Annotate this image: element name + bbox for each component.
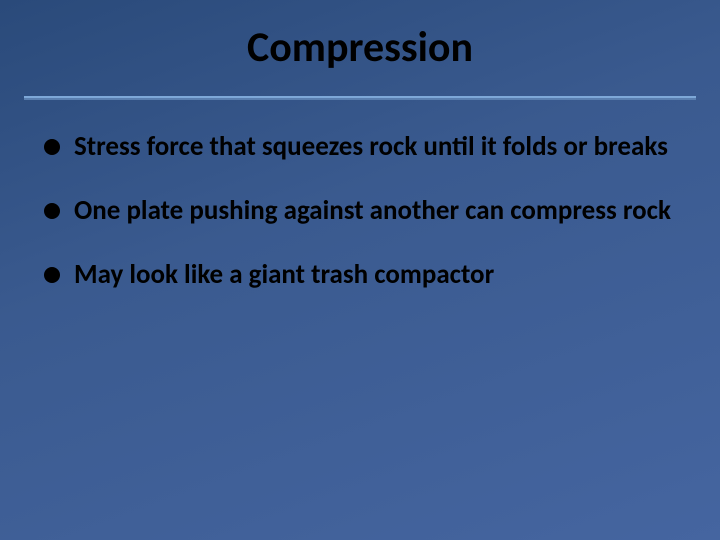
bullet-text: May look like a giant trash compactor <box>74 258 494 292</box>
list-item: Stress force that squeezes rock until it… <box>44 130 676 164</box>
list-item: May look like a giant trash compactor <box>44 258 676 292</box>
title-divider <box>24 96 696 100</box>
slide-title: Compression <box>0 0 720 93</box>
slide: Compression Stress force that squeezes r… <box>0 0 720 540</box>
bullet-text: Stress force that squeezes rock until it… <box>74 130 668 164</box>
bullet-dot-icon <box>44 203 60 219</box>
bullet-text: One plate pushing against another can co… <box>74 194 671 228</box>
bullet-dot-icon <box>44 139 60 155</box>
bullet-list: Stress force that squeezes rock until it… <box>44 130 676 321</box>
list-item: One plate pushing against another can co… <box>44 194 676 228</box>
bullet-dot-icon <box>44 267 60 283</box>
